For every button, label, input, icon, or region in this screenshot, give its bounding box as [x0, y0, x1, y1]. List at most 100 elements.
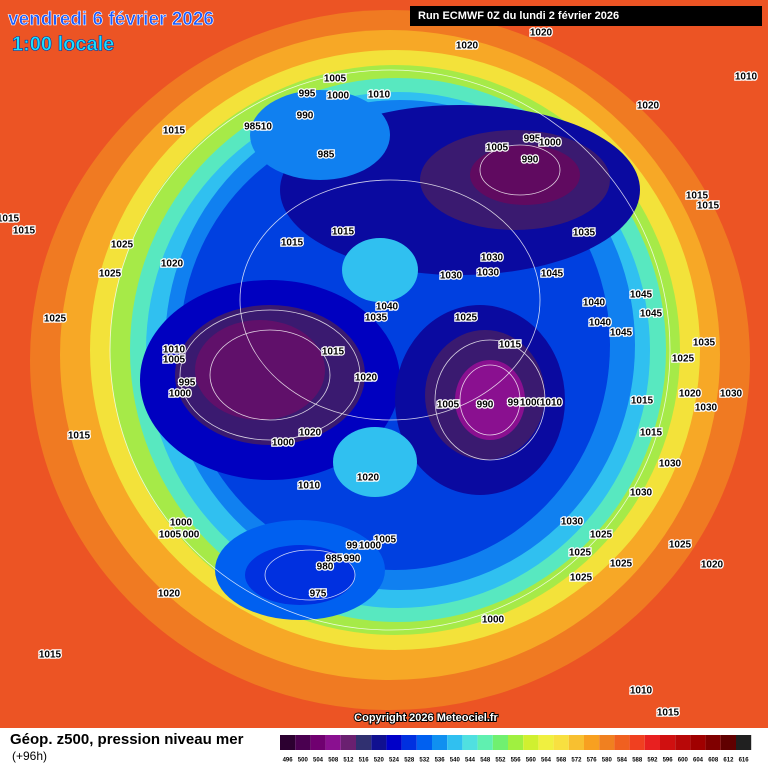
- isobar-label: 1005: [163, 355, 186, 366]
- legend-swatch: [371, 735, 387, 750]
- isobar-label: 1010: [368, 90, 391, 101]
- isobar-label: 1030: [477, 268, 500, 279]
- isobar-label: 980: [317, 562, 334, 573]
- isobar-label: 990: [522, 155, 539, 166]
- isobar-label: 1035: [693, 338, 716, 349]
- isobar-label: 990: [477, 400, 494, 411]
- isobar-label: 1025: [99, 269, 122, 280]
- legend-swatch: [401, 735, 417, 750]
- isobar-label: 1010: [735, 72, 758, 83]
- isobar-label: 1000: [520, 398, 543, 409]
- isobar-label: 98510: [244, 122, 272, 133]
- isobar-label: 1000: [169, 389, 192, 400]
- legend-swatch: [705, 735, 721, 750]
- legend-value: 500: [298, 758, 309, 764]
- isobar-label: 1015: [697, 201, 720, 212]
- isobar-label: 1020: [637, 101, 660, 112]
- isobar-label: 1005: [437, 400, 460, 411]
- run-info: Run ECMWF 0Z du lundi 2 février 2026: [418, 10, 619, 22]
- isobar-label: 1025: [455, 313, 478, 324]
- legend-value: 568: [556, 758, 567, 764]
- legend-swatch: [477, 735, 493, 750]
- legend-swatch: [629, 735, 645, 750]
- legend-value: 580: [602, 758, 613, 764]
- legend-value: 556: [511, 758, 522, 764]
- isobar-label: 1020: [355, 373, 378, 384]
- isobar-label: 1020: [701, 560, 724, 571]
- isobar-label: 1015: [281, 238, 304, 249]
- field: [0, 0, 768, 728]
- legend-value: 528: [404, 758, 415, 764]
- isobar-label: 985: [318, 150, 335, 161]
- isobar-label: 1035: [365, 313, 388, 324]
- time: 1:00 locale: [12, 33, 114, 55]
- isobar-label: 1000: [539, 138, 562, 149]
- legend-value: 524: [389, 758, 400, 764]
- isobar-label: 1020: [530, 28, 553, 39]
- legend-swatch: [690, 735, 706, 750]
- isobar-label: 1020: [357, 473, 380, 484]
- legend-value: 540: [450, 758, 461, 764]
- isobar-label: 1040: [589, 318, 612, 329]
- legend-swatch: [432, 735, 448, 750]
- isobar-label: 1020: [161, 259, 184, 270]
- isobar-label: 1015: [332, 227, 355, 238]
- isobar-label: 1010: [163, 345, 186, 356]
- isobar-label: 000: [183, 530, 200, 541]
- isobar-label: 1015: [163, 126, 186, 137]
- legend-value: 520: [374, 758, 385, 764]
- isobar-label: 1045: [541, 269, 564, 280]
- legend-value: 588: [632, 758, 643, 764]
- legend-swatch: [310, 735, 326, 750]
- isobar-label: 1030: [630, 488, 653, 499]
- isobar-label: 1045: [630, 290, 653, 301]
- isobar-label: 1015: [640, 428, 663, 439]
- legend: 496 500 504 508 512 516 520 524 528 532 536 540 544 5…: [280, 735, 752, 764]
- isobar-label: 975: [310, 589, 327, 600]
- isobar-label: 1040: [376, 302, 399, 313]
- legend-swatch: [660, 735, 676, 750]
- isobar-label: 995: [179, 378, 196, 389]
- isobar-label: 1025: [590, 530, 613, 541]
- isobar-label: 1030: [481, 253, 504, 264]
- isobar-label: 1015: [631, 396, 654, 407]
- legend-swatch: [553, 735, 569, 750]
- legend-value: 544: [465, 758, 476, 764]
- isobar-label: 995: [508, 398, 525, 409]
- legend-swatch: [599, 735, 615, 750]
- isobar-label: 1025: [570, 573, 593, 584]
- footer-lead: (+96h): [12, 749, 47, 763]
- run-box: [410, 6, 762, 26]
- legend-value: 608: [708, 758, 719, 764]
- isobar-label: 1015: [322, 347, 345, 358]
- isobar-label: 1010: [298, 481, 321, 492]
- legend-value: 592: [647, 758, 658, 764]
- isobars: [109, 69, 671, 631]
- legend-value: 560: [526, 758, 537, 764]
- isobar-label: 1025: [111, 240, 134, 251]
- legend-value: 612: [723, 758, 734, 764]
- isobar-label: 1025: [669, 540, 692, 551]
- legend-swatch: [356, 735, 372, 750]
- legend-swatch: [492, 735, 508, 750]
- legend-swatch: [568, 735, 584, 750]
- isobar-label: 1005: [374, 535, 397, 546]
- legend-value: 552: [495, 758, 506, 764]
- legend-swatch: [295, 735, 311, 750]
- isobar-label: 1005: [486, 143, 509, 154]
- legend-value: 616: [739, 758, 750, 764]
- legend-value: 548: [480, 758, 491, 764]
- legend-swatch: [736, 735, 752, 750]
- isobar-label: 1025: [672, 354, 695, 365]
- legend-swatch: [720, 735, 736, 750]
- legend-swatch: [416, 735, 432, 750]
- isobar-label: 1000: [327, 91, 350, 102]
- isobar-label: 1015: [68, 431, 91, 442]
- isobar-label: 1025: [44, 314, 67, 325]
- isobar-label: 1020: [456, 41, 479, 52]
- legend-swatch: [447, 735, 463, 750]
- isobar-label: 995: [524, 134, 541, 145]
- legend-value: 604: [693, 758, 704, 764]
- isobar-label: 1000: [272, 438, 295, 449]
